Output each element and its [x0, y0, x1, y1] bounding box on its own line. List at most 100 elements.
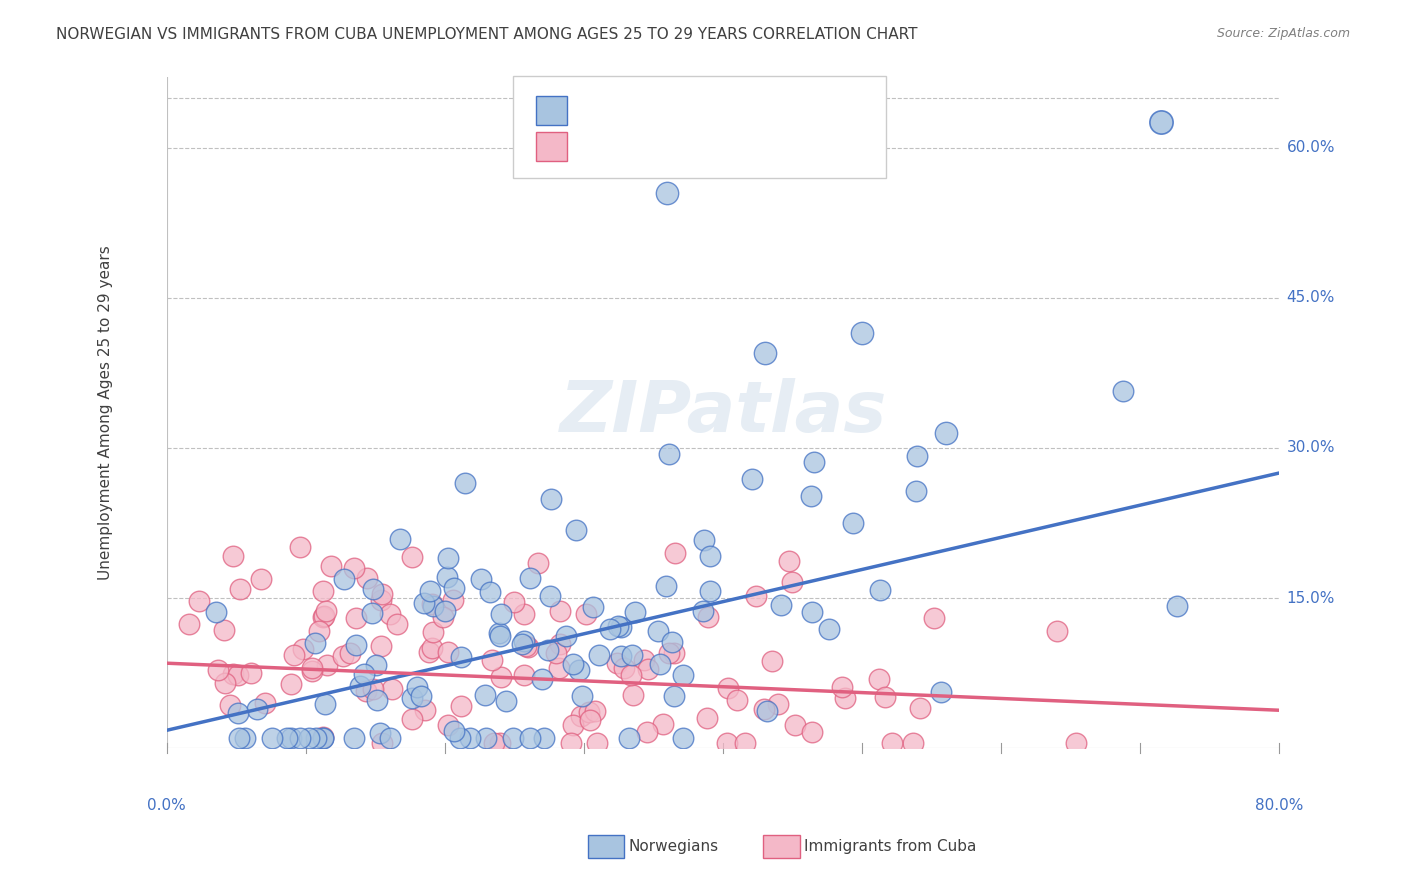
Point [851, 326, 873, 340]
Point [1046, 624, 1069, 638]
Point [560, 736, 582, 750]
Point [308, 624, 330, 639]
Point [1111, 384, 1133, 398]
Text: 15.0%: 15.0% [1286, 591, 1334, 606]
Point [385, 617, 408, 632]
Point [834, 690, 856, 705]
Point [510, 637, 533, 651]
Point [481, 653, 503, 667]
Point [512, 607, 534, 622]
Point [1166, 599, 1188, 613]
Text: ZIPatlas: ZIPatlas [560, 378, 887, 448]
Text: 45.0%: 45.0% [1286, 290, 1334, 305]
Point [800, 489, 823, 503]
Point [801, 605, 824, 619]
Text: R =  0.459   N = 100: R = 0.459 N = 100 [548, 103, 707, 117]
Point [371, 586, 394, 600]
Point [422, 599, 444, 614]
Point [658, 647, 681, 661]
Point [356, 684, 378, 698]
Text: 0.0%: 0.0% [148, 798, 186, 814]
Point [366, 693, 388, 707]
Point [869, 583, 891, 598]
Point [401, 691, 423, 706]
Point [633, 653, 655, 667]
Point [349, 679, 371, 693]
Point [298, 731, 321, 746]
Point [581, 600, 603, 615]
Point [437, 645, 460, 659]
Point [755, 704, 778, 718]
Point [312, 583, 335, 598]
Point [766, 697, 789, 711]
Point [769, 598, 792, 612]
Point [311, 731, 333, 746]
Point [361, 582, 384, 596]
Point [831, 680, 853, 694]
Point [475, 731, 498, 746]
Point [533, 731, 555, 746]
Point [378, 731, 401, 746]
Point [344, 611, 367, 625]
Point [664, 546, 686, 560]
Point [450, 698, 472, 713]
Point [489, 736, 512, 750]
Text: Immigrants from Cuba: Immigrants from Cuba [804, 839, 977, 854]
Point [517, 640, 540, 654]
Point [868, 672, 890, 686]
Point [239, 665, 262, 680]
Point [246, 702, 269, 716]
Point [544, 646, 567, 660]
Point [761, 654, 783, 668]
Point [725, 693, 748, 707]
Point [693, 533, 716, 548]
Point [413, 703, 436, 717]
Point [470, 572, 492, 586]
Point [221, 549, 243, 564]
Point [436, 551, 458, 566]
Point [621, 648, 644, 662]
Text: 60.0%: 60.0% [1286, 140, 1334, 155]
Point [343, 561, 366, 575]
Point [547, 661, 569, 675]
Point [929, 685, 952, 699]
Point [562, 718, 585, 732]
Point [565, 523, 588, 537]
Point [479, 585, 502, 599]
Point [662, 689, 685, 703]
Point [575, 607, 598, 622]
Point [599, 622, 621, 636]
Point [672, 668, 695, 682]
Point [219, 698, 242, 713]
Point [619, 731, 641, 746]
Point [803, 455, 825, 469]
Point [607, 618, 630, 632]
Point [571, 689, 593, 703]
Point [315, 657, 337, 672]
Point [226, 706, 249, 720]
Point [910, 701, 932, 715]
Point [333, 573, 356, 587]
Point [548, 603, 571, 617]
Point [370, 593, 392, 607]
Point [734, 736, 756, 750]
Point [637, 662, 659, 676]
Text: NORWEGIAN VS IMMIGRANTS FROM CUBA UNEMPLOYMENT AMONG AGES 25 TO 29 YEARS CORRELA: NORWEGIAN VS IMMIGRANTS FROM CUBA UNEMPL… [56, 27, 918, 42]
Point [381, 682, 404, 697]
Point [741, 472, 763, 486]
Point [613, 661, 636, 675]
Point [657, 186, 679, 200]
Point [312, 730, 335, 744]
Text: R = -0.372   N = 110: R = -0.372 N = 110 [548, 138, 707, 153]
Point [380, 607, 402, 621]
Point [344, 639, 367, 653]
Point [623, 606, 645, 620]
Point [555, 629, 578, 643]
Point [661, 635, 683, 649]
Point [253, 697, 276, 711]
Point [420, 641, 443, 656]
Point [207, 663, 229, 677]
Point [605, 656, 627, 670]
Point [228, 731, 250, 746]
Point [422, 624, 444, 639]
